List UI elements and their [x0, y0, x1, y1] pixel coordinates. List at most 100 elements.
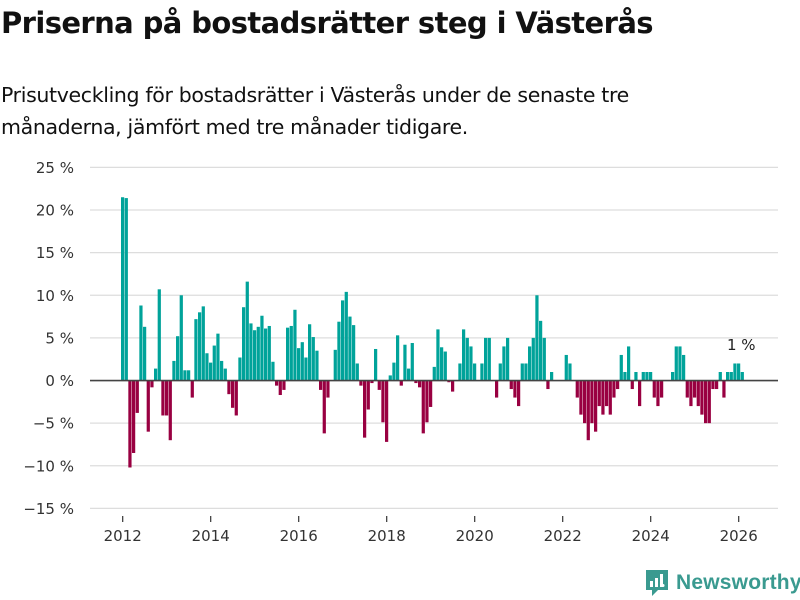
- bar: [121, 197, 125, 381]
- bar: [671, 372, 675, 381]
- bar: [506, 337, 510, 381]
- y-tick-label: 0 %: [45, 372, 74, 390]
- bar: [711, 380, 715, 390]
- bar: [352, 325, 356, 381]
- bar: [579, 380, 583, 415]
- bar: [575, 380, 579, 398]
- bar: [370, 380, 374, 384]
- bar: [249, 323, 253, 381]
- bar: [410, 343, 414, 381]
- bar: [300, 342, 304, 381]
- bar: [528, 346, 532, 381]
- bar: [267, 325, 271, 381]
- bar: [172, 360, 176, 381]
- y-tick-label: 25 %: [36, 159, 74, 177]
- bar: [212, 345, 216, 381]
- bar: [594, 380, 598, 432]
- bar: [341, 300, 345, 381]
- newsworthy-logo[interactable]: Newsworthy: [644, 568, 800, 598]
- bar: [205, 353, 209, 381]
- bar: [304, 357, 308, 381]
- gridlines: [90, 166, 778, 509]
- bar: [605, 380, 609, 407]
- bar: [407, 368, 411, 381]
- bar-chart-speech-bubble-icon: [646, 570, 668, 596]
- bar: [289, 325, 293, 381]
- bar: [282, 380, 286, 390]
- bar: [227, 380, 231, 395]
- bar: [656, 380, 660, 407]
- bar: [388, 375, 392, 381]
- bar: [124, 198, 128, 381]
- bar: [198, 312, 202, 381]
- bar: [480, 363, 484, 381]
- x-tick-label: 2020: [456, 527, 494, 545]
- bar: [293, 309, 297, 381]
- bar: [381, 380, 385, 423]
- bar: [722, 380, 726, 398]
- x-tick-label: 2022: [544, 527, 582, 545]
- y-tick-label: 10 %: [36, 287, 74, 305]
- bar: [440, 347, 444, 381]
- bar: [385, 380, 389, 442]
- bar: [513, 380, 517, 398]
- bar: [451, 380, 455, 392]
- bar: [447, 380, 451, 383]
- bar: [641, 372, 645, 381]
- bar: [704, 380, 708, 424]
- bar: [132, 380, 136, 453]
- bar: [245, 281, 249, 381]
- bar: [619, 354, 623, 381]
- y-tick-label: −15 %: [23, 500, 74, 518]
- bar: [286, 327, 290, 381]
- bar: [649, 372, 653, 381]
- bar: [260, 315, 264, 381]
- bar: [374, 348, 378, 381]
- bar: [473, 363, 477, 381]
- bar: [546, 380, 550, 390]
- bar: [568, 363, 572, 381]
- bar: [201, 306, 205, 381]
- bar: [458, 363, 462, 381]
- bar: [311, 337, 315, 381]
- bar: [322, 380, 326, 434]
- bar: [495, 380, 499, 398]
- bar: [685, 380, 689, 398]
- bar: [737, 363, 741, 381]
- bar: [590, 380, 594, 424]
- bar: [700, 380, 704, 415]
- x-tick-label: 2026: [720, 527, 758, 545]
- bar: [601, 380, 605, 415]
- x-tick-label: 2016: [280, 527, 318, 545]
- bar: [139, 305, 143, 381]
- bar: [315, 350, 319, 381]
- bar: [326, 380, 330, 398]
- bar: [726, 372, 730, 381]
- bar: [264, 328, 268, 381]
- bar: [520, 363, 524, 381]
- y-tick-label: 20 %: [36, 202, 74, 220]
- bar: [432, 366, 436, 381]
- bar: [146, 380, 150, 432]
- bar: [297, 348, 301, 381]
- bar: [436, 329, 440, 381]
- bar: [154, 368, 158, 381]
- bar: [344, 291, 348, 381]
- bar: [337, 321, 341, 381]
- bar: [231, 380, 235, 408]
- bar: [359, 380, 363, 386]
- bar: [498, 363, 502, 381]
- bar: [308, 324, 312, 381]
- last-value-label: 1 %: [727, 336, 756, 354]
- bar: [718, 372, 722, 381]
- bar: [539, 320, 543, 381]
- y-tick-label: −10 %: [23, 457, 74, 475]
- bar: [645, 372, 649, 381]
- bar: [707, 380, 711, 424]
- bar: [484, 337, 488, 381]
- bar: [608, 380, 612, 415]
- bar: [733, 363, 737, 381]
- bar: [689, 380, 693, 407]
- bar: [535, 295, 539, 381]
- bar: [616, 380, 620, 390]
